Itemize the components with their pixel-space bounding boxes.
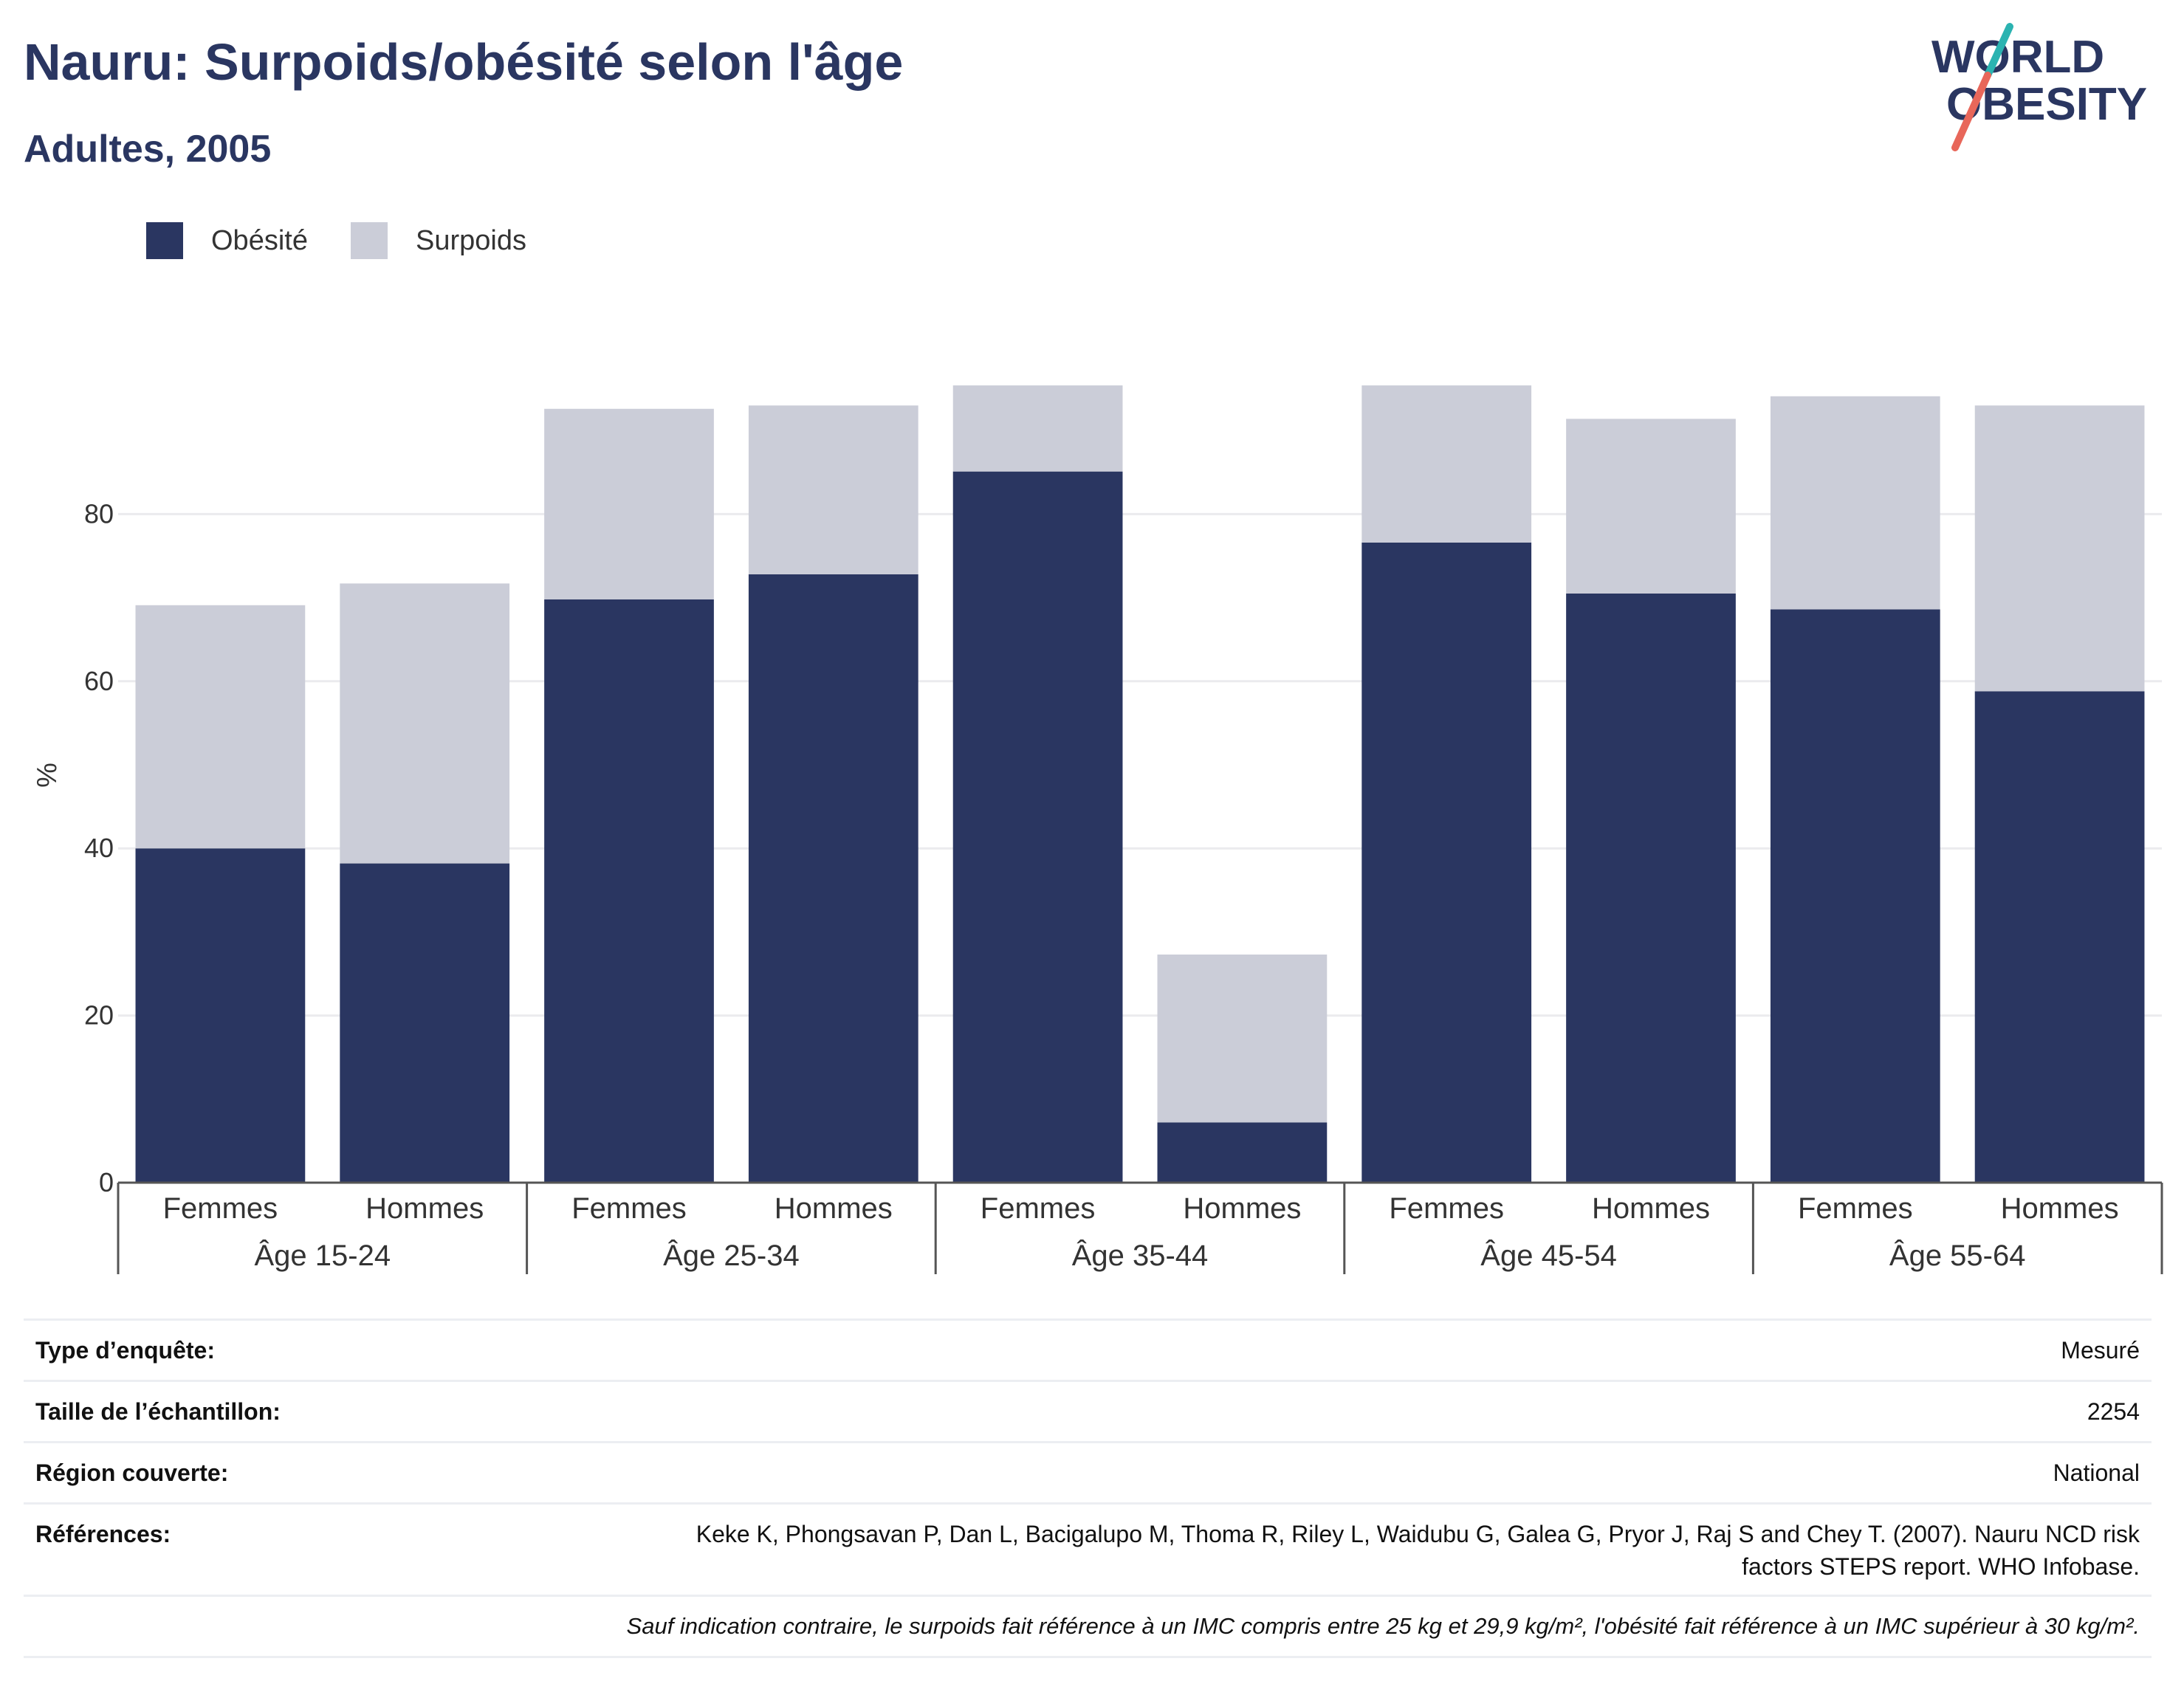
y-axis-title: % <box>32 763 63 788</box>
logo-text-world: WORLD <box>1931 32 2104 83</box>
logo-slash-coral <box>1951 72 1991 151</box>
info-label-sample-size: Taille de l’échantillon: <box>35 1398 281 1425</box>
x-category-label: Femmes <box>981 1192 1096 1225</box>
bar-obesite <box>1361 542 1532 1183</box>
legend-label-surpoids: Surpoids <box>415 224 526 256</box>
bar-obesite <box>748 574 918 1183</box>
x-group-label: Âge 45-54 <box>1480 1239 1617 1272</box>
bar-surpoids <box>1361 385 1532 543</box>
bar-surpoids <box>1157 954 1328 1123</box>
legend-item-surpoids[interactable]: Surpoids <box>350 222 526 259</box>
x-group-label: Âge 25-34 <box>663 1239 800 1272</box>
world-obesity-logo: WORLD OBESITY <box>1931 23 2147 151</box>
info-row-survey-type: Type d’enquête: Mesuré <box>24 1318 2152 1380</box>
legend-swatch-obesite <box>146 222 183 259</box>
info-value-sample-size: 2254 <box>2087 1398 2140 1425</box>
info-table-bottom-rule <box>24 1656 2152 1658</box>
reference-line-2: factors STEPS report. WHO Infobase. <box>1742 1553 2140 1580</box>
bar-obesite <box>340 863 510 1183</box>
x-group-label: Âge 15-24 <box>255 1239 391 1272</box>
bmi-definition-note: Sauf indication contraire, le surpoids f… <box>626 1613 2140 1639</box>
bar-surpoids <box>748 405 918 574</box>
chart-subtitle: Adultes, 2005 <box>24 128 272 171</box>
chart-legend: Obésité Surpoids <box>146 219 569 263</box>
legend-label-obesite: Obésité <box>211 224 308 256</box>
x-category-label: Hommes <box>365 1192 484 1225</box>
bar-obesite <box>1157 1122 1328 1183</box>
info-value-references: Keke K, Phongsavan P, Dan L, Bacigalupo … <box>696 1518 2140 1583</box>
y-tick-label: 20 <box>84 1000 114 1031</box>
y-tick-label: 0 <box>99 1167 114 1197</box>
reference-line-1: Keke K, Phongsavan P, Dan L, Bacigalupo … <box>696 1521 2140 1547</box>
info-label-region: Région couverte: <box>35 1460 229 1486</box>
bar-surpoids <box>135 605 306 849</box>
legend-swatch-surpoids <box>350 222 388 259</box>
info-row-references: Références: Keke K, Phongsavan P, Dan L,… <box>24 1502 2152 1595</box>
bar-surpoids <box>1974 405 2145 692</box>
bar-surpoids <box>544 408 714 599</box>
x-group-label: Âge 55-64 <box>1889 1239 2026 1272</box>
info-table: Type d’enquête: Mesuré Taille de l’échan… <box>24 1318 2152 1658</box>
bar-surpoids <box>1770 396 1940 610</box>
info-label-survey-type: Type d’enquête: <box>35 1337 215 1364</box>
x-category-label: Hommes <box>2001 1192 2119 1225</box>
bar-obesite <box>544 599 714 1183</box>
bar-obesite <box>1974 691 2145 1183</box>
info-label-references: Références: <box>35 1521 171 1547</box>
y-tick-label: 80 <box>84 498 114 529</box>
x-category-label: Hommes <box>1183 1192 1301 1225</box>
x-category-label: Femmes <box>163 1192 278 1225</box>
x-category-label: Femmes <box>571 1192 687 1225</box>
bar-obesite <box>1566 593 1736 1183</box>
bar-obesite <box>135 848 306 1183</box>
bar-surpoids <box>340 583 510 864</box>
bar-obesite <box>952 471 1123 1183</box>
chart-title: Nauru: Surpoids/obésité selon l'âge <box>24 33 904 91</box>
x-group-label: Âge 35-44 <box>1072 1239 1209 1272</box>
bar-surpoids <box>1566 419 1736 594</box>
y-tick-label: 60 <box>84 666 114 696</box>
logo-slash-teal <box>1984 23 2013 79</box>
info-row-sample-size: Taille de l’échantillon: 2254 <box>24 1380 2152 1441</box>
x-category-label: Femmes <box>1798 1192 1913 1225</box>
x-category-label: Hommes <box>1592 1192 1710 1225</box>
bar-obesite <box>1770 609 1940 1183</box>
info-value-survey-type: Mesuré <box>2061 1337 2140 1364</box>
y-tick-label: 40 <box>84 833 114 863</box>
x-category-label: Hommes <box>775 1192 893 1225</box>
x-category-label: Femmes <box>1389 1192 1504 1225</box>
info-row-note: Sauf indication contraire, le surpoids f… <box>24 1595 2152 1656</box>
stacked-bar-chart: 0 20 40 60 80% Femmes Hommes Femmes Hommes Femmes… <box>32 385 2163 1274</box>
info-row-region: Région couverte: National <box>24 1441 2152 1502</box>
info-value-region: National <box>2053 1460 2140 1486</box>
bar-surpoids <box>952 385 1123 472</box>
legend-item-obesite[interactable]: Obésité <box>146 222 308 259</box>
